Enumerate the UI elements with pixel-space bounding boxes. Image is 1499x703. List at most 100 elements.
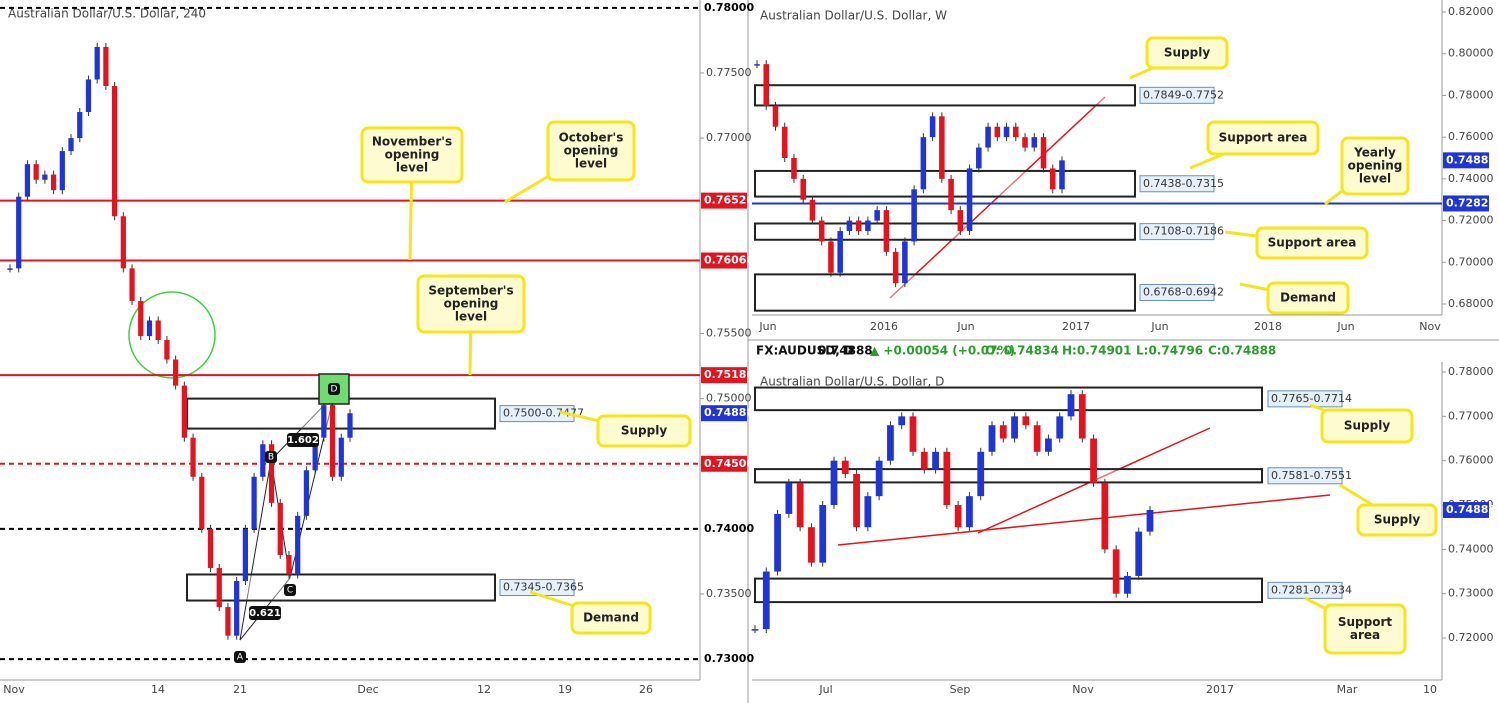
candle xyxy=(295,515,301,575)
current-price-label: 0.74888 xyxy=(704,406,754,419)
pattern-point-box xyxy=(328,383,340,395)
candle xyxy=(1112,549,1120,594)
candle xyxy=(809,199,816,221)
symbol-header: H:0.74901 xyxy=(1062,344,1132,358)
symbol-header: FX:AUDUSD, D xyxy=(756,344,854,358)
zone-label: 0.7581-0.7551 xyxy=(1271,469,1352,482)
x-tick-label: Jun xyxy=(956,320,974,333)
callout-text: Supply xyxy=(621,424,667,438)
candle xyxy=(59,151,65,191)
callout-text: Support xyxy=(1338,615,1393,629)
y-tick-label: 0.75000 xyxy=(706,392,752,405)
callout xyxy=(546,120,636,182)
y-tick-label: 0.73000 xyxy=(1448,587,1494,600)
pattern-point: A xyxy=(237,653,244,663)
candle xyxy=(329,405,336,477)
callout-text: opening xyxy=(444,297,499,311)
candle xyxy=(1049,168,1056,190)
candle xyxy=(1033,425,1041,452)
candle xyxy=(830,460,838,506)
symbol-header: L:0.74796 xyxy=(1136,344,1203,358)
candle xyxy=(1031,137,1038,148)
candle xyxy=(242,528,248,581)
candle xyxy=(1059,160,1065,190)
zone-label: 0.7281-0.7334 xyxy=(1271,583,1352,596)
candle xyxy=(138,300,144,337)
candle xyxy=(846,220,853,231)
x-tick-label: Mar xyxy=(1337,683,1358,696)
candle xyxy=(751,629,759,631)
zone xyxy=(754,222,1136,241)
zone xyxy=(754,273,1136,312)
pattern-point: C xyxy=(287,586,293,596)
zone-label: 0.7108-0.7186 xyxy=(1143,225,1224,238)
candle xyxy=(1040,137,1047,169)
symbol-header: ▲ +0.00054 (+0.07%) xyxy=(870,344,1015,358)
y-tick-label: 0.76000 xyxy=(1448,454,1494,467)
candle xyxy=(216,567,222,608)
candle xyxy=(808,527,815,563)
level-label-box xyxy=(701,367,747,384)
callout xyxy=(1145,36,1229,70)
candle xyxy=(129,268,135,301)
candle xyxy=(948,178,954,211)
candle xyxy=(68,138,74,152)
x-tick-label: 2018 xyxy=(1254,320,1282,333)
y-tick-label: 0.72000 xyxy=(1448,214,1494,227)
zone-label-box xyxy=(1139,86,1215,104)
ratio-label: 0.621 xyxy=(249,608,281,619)
candle xyxy=(1011,416,1018,439)
ratio-label: 1.602 xyxy=(287,435,319,446)
callout-text: Supply xyxy=(1164,46,1210,60)
candle xyxy=(50,174,57,191)
x-tick-label: 26 xyxy=(639,683,653,696)
level-label: 0.74500 xyxy=(704,457,754,470)
level-label-box xyxy=(701,252,747,269)
callout-text: Supply xyxy=(1374,513,1420,527)
candle xyxy=(1101,482,1109,550)
candle xyxy=(146,320,153,337)
candle xyxy=(1124,575,1131,594)
zone xyxy=(186,573,496,602)
zone-label-box xyxy=(499,405,575,423)
callout-text: Support area xyxy=(1219,131,1308,145)
zone-label: 0.7345-0.7365 xyxy=(503,581,584,594)
zone-label: 0.7849-0.7752 xyxy=(1143,88,1224,101)
current-price-label: 0.74888 xyxy=(1446,503,1496,516)
candle xyxy=(774,513,781,572)
candle xyxy=(42,174,48,180)
candle xyxy=(1022,416,1030,426)
callout-text: Yearly xyxy=(1353,146,1396,160)
candle xyxy=(796,482,804,528)
y-tick-label: 0.68000 xyxy=(1448,297,1494,310)
callout xyxy=(1340,136,1410,196)
candle xyxy=(781,126,788,159)
callout-text: September's xyxy=(428,284,513,298)
candle xyxy=(800,178,806,200)
symbol-header: 0.74888 xyxy=(818,344,873,358)
x-tick-label: Dec xyxy=(357,683,378,696)
candle xyxy=(754,64,760,66)
callout-text: level xyxy=(1359,172,1391,186)
x-tick-label: 14 xyxy=(151,683,165,696)
chart-title: Australian Dollar/U.S. Dollar, D xyxy=(760,375,944,389)
callout xyxy=(596,414,692,448)
level-label-box xyxy=(701,192,747,209)
candle xyxy=(347,413,353,438)
zone-label: 0.7500-0.7477 xyxy=(503,407,584,420)
candle xyxy=(33,164,39,180)
candle xyxy=(190,437,196,477)
callout xyxy=(360,126,464,184)
y-tick-label: 0.80000 xyxy=(1448,47,1494,60)
callout xyxy=(1356,503,1438,537)
candle xyxy=(7,268,13,270)
x-tick-label: Jun xyxy=(1150,320,1168,333)
callout-text: level xyxy=(575,157,607,171)
candle xyxy=(286,554,292,575)
candle xyxy=(234,580,240,636)
candle xyxy=(155,320,161,340)
candle xyxy=(277,502,283,555)
callout xyxy=(570,601,652,635)
zone-label-box xyxy=(1139,284,1215,302)
callout xyxy=(1323,603,1407,655)
